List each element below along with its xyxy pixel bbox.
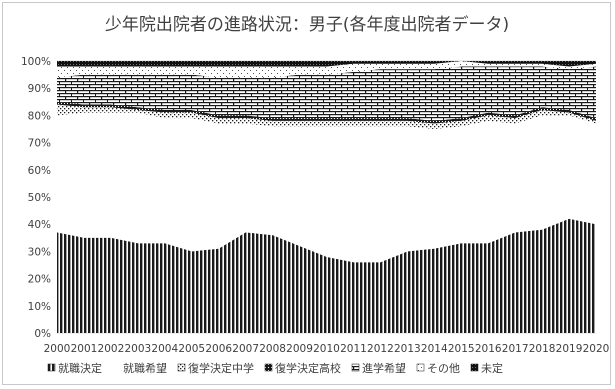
x-axis-ticks: 2000 2001 2002 2003 2004 2005 2006 2007 2008 2009… (44, 343, 610, 355)
x-tick-label: 2008 (259, 343, 286, 355)
x-tick-label: 2009 (286, 343, 313, 355)
x-tick-label: 2006 (205, 343, 232, 355)
x-tick-label: 2019 (556, 343, 583, 355)
legend-label: 復学決定高校 (275, 361, 341, 375)
area-series-7 (57, 61, 596, 67)
legend-label: 就職決定 (58, 361, 102, 375)
y-tick-label: 80% (28, 110, 51, 122)
x-tick-label: 2000 (44, 343, 71, 355)
x-tick-label: 2005 (178, 343, 205, 355)
x-tick-label: 2002 (98, 343, 125, 355)
legend-swatch (264, 363, 273, 372)
legend-item: 就職決定 (47, 361, 102, 375)
legend-item: 復学決定高校 (264, 361, 341, 375)
x-tick-label: 2011 (340, 343, 367, 355)
y-tick-label: 60% (28, 165, 51, 177)
legend-item: その他 (416, 362, 460, 375)
x-tick-label: 2012 (367, 343, 394, 355)
x-tick-label: 2014 (421, 343, 448, 355)
legend-swatch (47, 363, 56, 372)
x-tick-label: 2013 (394, 343, 421, 355)
x-tick-label: 2020 (583, 343, 610, 355)
legend-swatch (416, 363, 425, 372)
legend-label: その他 (427, 362, 460, 375)
y-tick-label: 40% (28, 219, 51, 231)
legend: 就職決定 就職希望 復学決定中学 復学決定高校 進学希望 その他 未定 (47, 361, 503, 375)
legend-label: 就職希望 (123, 361, 167, 375)
legend-item: 復学決定中学 (177, 361, 254, 375)
y-tick-label: 10% (28, 301, 51, 313)
x-tick-label: 2016 (475, 343, 502, 355)
y-tick-label: 30% (28, 246, 51, 258)
y-tick-label: 20% (28, 274, 51, 286)
y-tick-label: 70% (28, 138, 51, 150)
legend-swatch (351, 363, 360, 372)
y-tick-label: 0% (34, 328, 51, 340)
area-series-5 (57, 66, 596, 121)
x-tick-label: 2001 (71, 343, 98, 355)
x-tick-label: 2010 (313, 343, 340, 355)
x-tick-label: 2004 (151, 343, 178, 355)
legend-item: 就職希望 (113, 361, 167, 375)
area-series-1 (57, 218, 596, 333)
y-axis-ticks: 0% 10% 20% 30% 40% 50% 60% 70% 80% 90% 100% (21, 56, 51, 340)
chart-title: 少年院出院者の進路状況：男子(各年度出院者データ) (105, 14, 509, 35)
legend-swatch (113, 364, 120, 371)
y-tick-label: 50% (28, 192, 51, 204)
series-areas (57, 61, 596, 333)
x-tick-label: 2015 (448, 343, 475, 355)
legend-swatch (177, 363, 186, 372)
area-series-2 (57, 112, 596, 263)
legend-item: 未定 (470, 361, 503, 375)
legend-label: 進学希望 (362, 361, 406, 375)
area-series-3 (57, 104, 596, 129)
x-tick-label: 2003 (124, 343, 151, 355)
legend-label: 復学決定中学 (188, 361, 254, 375)
y-tick-label: 100% (21, 56, 51, 68)
y-tick-label: 90% (28, 83, 51, 95)
x-tick-label: 2017 (502, 343, 529, 355)
legend-item: 進学希望 (351, 361, 406, 375)
area-series-6 (57, 61, 596, 78)
x-tick-label: 2018 (529, 343, 556, 355)
legend-label: 未定 (481, 361, 503, 375)
legend-swatch (470, 363, 479, 372)
x-tick-label: 2007 (232, 343, 259, 355)
